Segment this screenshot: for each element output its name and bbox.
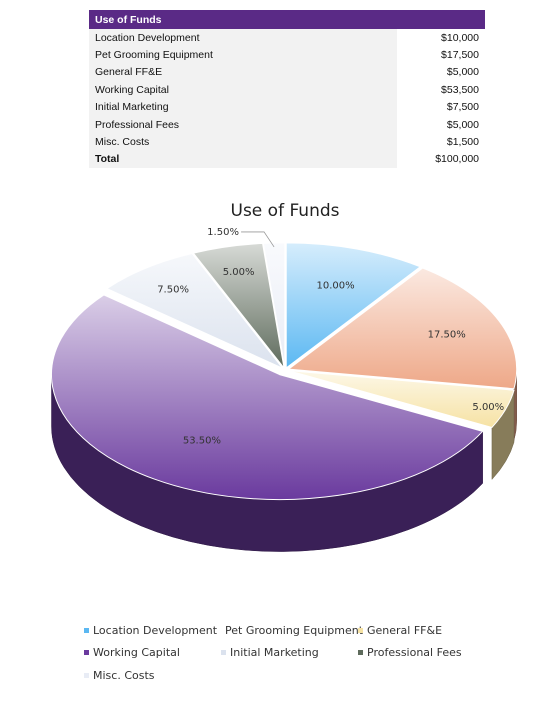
data-label: 7.50% — [157, 284, 189, 295]
legend-item: Misc. Costs — [84, 669, 221, 682]
row-amount: $5,000 — [397, 63, 485, 82]
legend-swatch — [84, 627, 89, 633]
table-total-row: Total $100,000 — [89, 150, 485, 169]
row-amount: $10,000 — [397, 29, 485, 47]
chart-legend: Location Development Pet Grooming Equipme… — [84, 619, 504, 687]
legend-item: Initial Marketing — [221, 646, 358, 659]
chart-title: Use of Funds — [231, 201, 340, 221]
legend-label: Initial Marketing — [230, 646, 319, 660]
leader-line — [241, 231, 275, 248]
pie-slice — [285, 242, 422, 369]
table-row: Misc. Costs $1,500 — [89, 133, 485, 151]
row-amount: $53,500 — [397, 81, 485, 99]
legend-item: Working Capital — [84, 646, 221, 659]
row-amount: $1,500 — [397, 133, 485, 151]
legend-label: Misc. Costs — [93, 668, 155, 682]
pie-slice — [288, 370, 515, 428]
data-label: 10.00% — [316, 281, 354, 292]
table-row: Professional Fees $5,000 — [89, 115, 485, 134]
row-label: Misc. Costs — [89, 133, 397, 151]
table-header: Use of Funds — [89, 10, 485, 29]
pie-slice — [192, 242, 285, 369]
legend-label: Working Capital — [93, 646, 180, 660]
data-label: 5.00% — [223, 267, 255, 278]
pie-slice — [262, 242, 286, 368]
pie-slice — [287, 267, 518, 390]
legend-swatch — [84, 650, 89, 656]
legend-swatch — [221, 650, 226, 656]
legend-label: Location Development — [93, 623, 218, 637]
row-label: Location Development — [89, 29, 397, 47]
table-row: General FF&E $5,000 — [89, 63, 485, 82]
total-amount: $100,000 — [397, 150, 485, 169]
row-label: Pet Grooming Equipment — [89, 46, 397, 64]
legend-label: Pet Grooming Equipment — [225, 623, 364, 637]
row-amount: $17,500 — [397, 46, 485, 64]
table-row: Initial Marketing $7,500 — [89, 98, 485, 116]
data-label: 1.50% — [207, 227, 239, 238]
row-label: Working Capital — [89, 81, 397, 99]
row-label: General FF&E — [89, 63, 397, 82]
legend-item: Professional Fees — [358, 646, 462, 659]
pie-slice — [105, 252, 283, 369]
row-label: Professional Fees — [89, 115, 397, 134]
row-amount: $7,500 — [397, 98, 485, 116]
legend-label: Professional Fees — [367, 646, 462, 660]
pie-chart: Use of Funds 10.00% 17.50% 5.00% 53.50% 7.50… — [51, 201, 518, 552]
legend-item: General FF&E — [358, 624, 442, 637]
data-label: 5.00% — [472, 402, 504, 413]
legend-label: General FF&E — [367, 623, 443, 637]
legend-item: Location Development — [84, 624, 221, 637]
legend-swatch — [358, 650, 363, 656]
row-label: Initial Marketing — [89, 98, 397, 116]
table-row: Pet Grooming Equipment $17,500 — [89, 46, 485, 64]
table-row: Working Capital $53,500 — [89, 81, 485, 99]
total-label: Total — [89, 150, 397, 169]
table-row: Location Development $10,000 — [89, 29, 485, 47]
legend-swatch — [84, 672, 89, 678]
use-of-funds-table: Use of Funds Location Development $10,000… — [89, 10, 485, 169]
legend-item: Pet Grooming Equipment — [221, 624, 363, 637]
data-label: 17.50% — [428, 329, 466, 340]
pie-slice — [51, 294, 484, 501]
row-amount: $5,000 — [397, 115, 485, 134]
legend-swatch — [358, 627, 363, 633]
data-label: 53.50% — [183, 435, 221, 446]
